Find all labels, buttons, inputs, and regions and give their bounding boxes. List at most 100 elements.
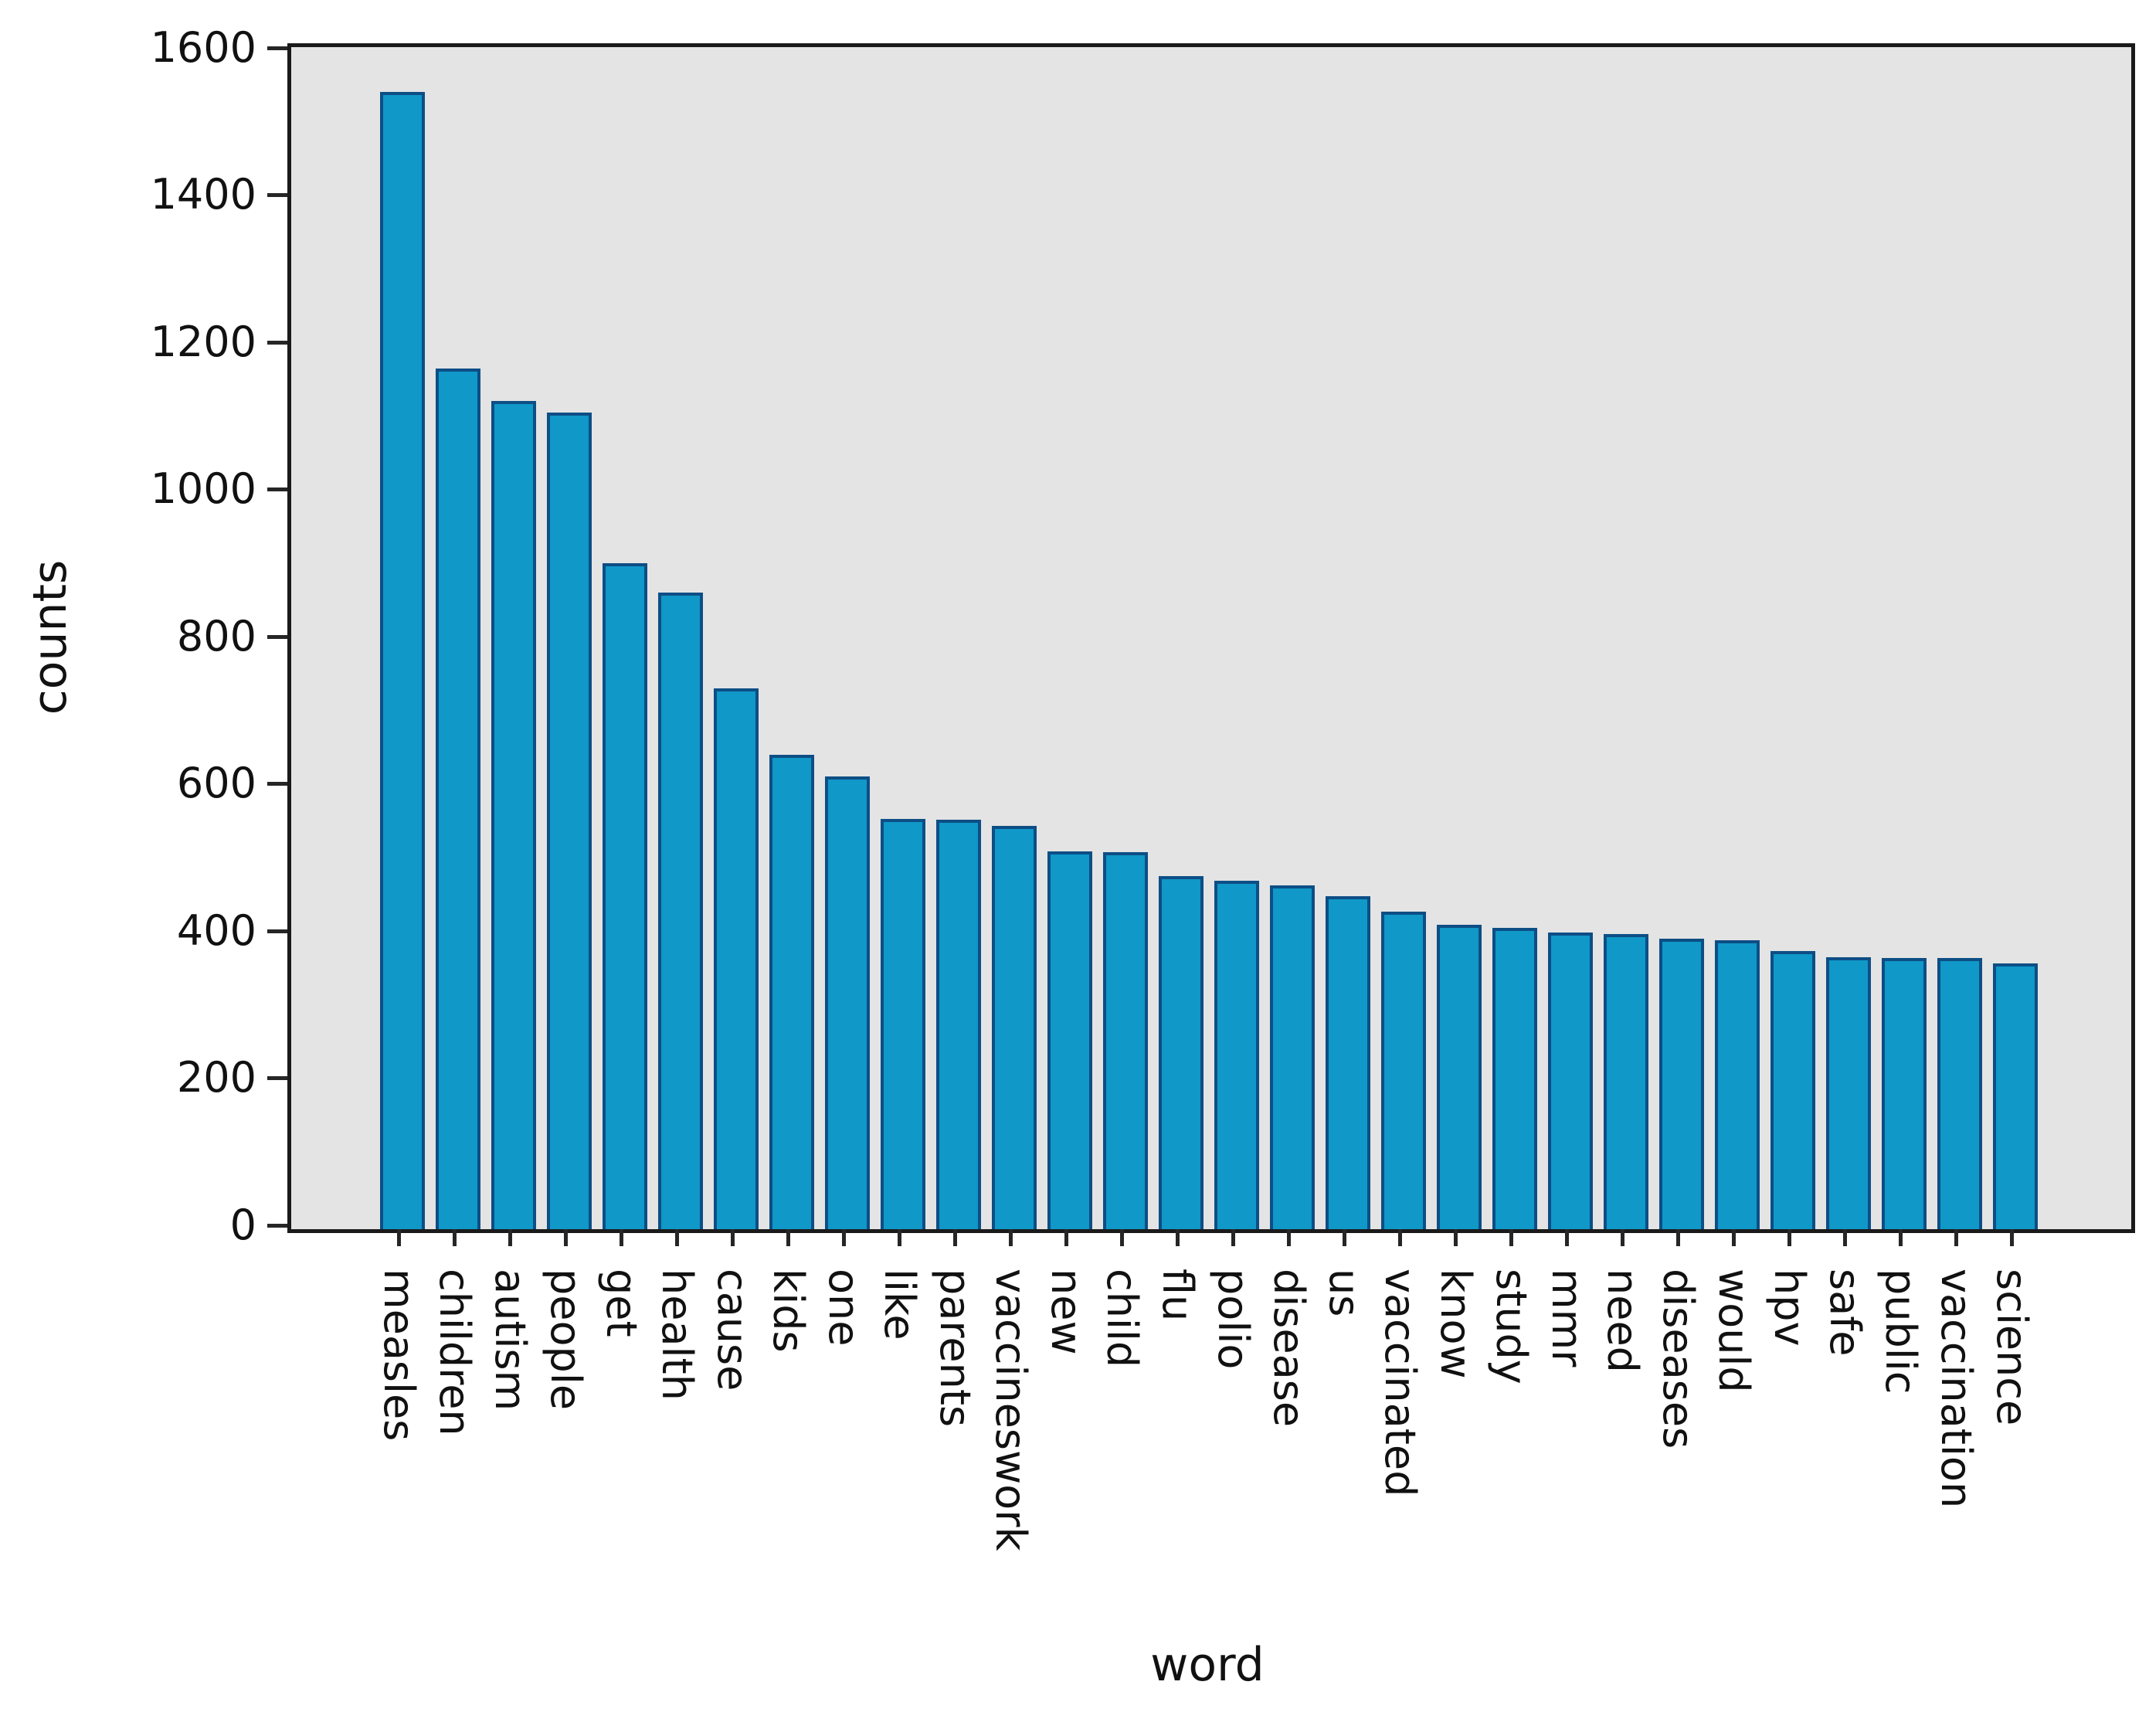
x-tick-label-cause: cause	[708, 1269, 757, 1391]
bar-flu	[1159, 876, 1204, 1229]
x-tick-vaccination	[1954, 1229, 1958, 1246]
bar-would	[1715, 940, 1760, 1229]
x-tick-label-children: children	[430, 1269, 479, 1436]
x-tick-label-measles: measles	[375, 1269, 423, 1442]
x-tick-study	[1509, 1229, 1513, 1246]
bar-one	[825, 776, 870, 1229]
y-tick-label-400: 400	[176, 906, 256, 955]
x-tick-vaccinated	[1398, 1229, 1402, 1246]
bar-mmr	[1548, 933, 1593, 1229]
plot-area	[287, 43, 2135, 1233]
bar-get	[603, 563, 647, 1229]
bar-know	[1437, 925, 1482, 1229]
y-tick-1600	[267, 46, 287, 50]
y-tick-label-200: 200	[176, 1053, 256, 1102]
x-tick-hpv	[1787, 1229, 1791, 1246]
x-tick-label-would: would	[1709, 1269, 1758, 1393]
x-tick-science	[2010, 1229, 2014, 1246]
bar-kids	[769, 755, 814, 1229]
y-tick-400	[267, 929, 287, 933]
bar-people	[547, 413, 592, 1229]
bar-autism	[491, 401, 536, 1229]
x-tick-get	[620, 1229, 623, 1246]
x-tick-label-vaccinated: vaccinated	[1376, 1269, 1424, 1497]
x-tick-label-study: study	[1487, 1269, 1536, 1384]
x-tick-diseases	[1676, 1229, 1680, 1246]
x-tick-measles	[397, 1229, 401, 1246]
x-axis-label: word	[1053, 1638, 1362, 1692]
x-tick-autism	[508, 1229, 512, 1246]
x-tick-polio	[1231, 1229, 1235, 1246]
bar-measles	[380, 92, 425, 1229]
x-tick-label-vaccineswork: vaccineswork	[986, 1269, 1035, 1551]
x-tick-label-hpv: hpv	[1765, 1269, 1814, 1347]
x-tick-like	[898, 1229, 901, 1246]
x-tick-disease	[1287, 1229, 1291, 1246]
x-tick-label-one: one	[820, 1269, 868, 1347]
y-tick-label-1000: 1000	[150, 464, 256, 513]
bar-vaccination	[1937, 958, 1982, 1229]
bar-study	[1492, 928, 1537, 1229]
x-tick-label-flu: flu	[1153, 1269, 1202, 1322]
x-tick-flu	[1176, 1229, 1180, 1246]
x-tick-label-mmr: mmr	[1543, 1269, 1591, 1367]
x-tick-people	[564, 1229, 568, 1246]
x-tick-label-kids: kids	[764, 1269, 813, 1353]
bar-vaccineswork	[992, 826, 1037, 1229]
y-tick-1200	[267, 341, 287, 345]
x-tick-label-child: child	[1098, 1269, 1146, 1368]
x-tick-label-parents: parents	[931, 1269, 979, 1428]
bar-polio	[1214, 881, 1259, 1229]
y-tick-label-0: 0	[229, 1201, 256, 1249]
x-tick-would	[1732, 1229, 1736, 1246]
x-tick-child	[1120, 1229, 1124, 1246]
x-tick-mmr	[1565, 1229, 1569, 1246]
x-tick-need	[1621, 1229, 1624, 1246]
x-tick-label-science: science	[1988, 1269, 2036, 1426]
bar-vaccinated	[1381, 912, 1426, 1229]
y-tick-label-600: 600	[176, 759, 256, 807]
x-tick-label-need: need	[1598, 1269, 1647, 1373]
x-tick-safe	[1843, 1229, 1847, 1246]
y-tick-1000	[267, 488, 287, 491]
bar-parents	[936, 820, 981, 1229]
bar-science	[1993, 963, 2038, 1229]
x-tick-parents	[953, 1229, 957, 1246]
bar-hpv	[1770, 951, 1815, 1229]
x-tick-label-get: get	[597, 1269, 646, 1337]
bar-diseases	[1659, 939, 1704, 1229]
x-axis-label-text: word	[1150, 1638, 1265, 1692]
x-tick-label-disease: disease	[1265, 1269, 1313, 1428]
x-tick-label-vaccination: vaccination	[1932, 1269, 1981, 1509]
x-tick-label-like: like	[875, 1269, 924, 1340]
y-tick-800	[267, 635, 287, 639]
bar-us	[1326, 896, 1370, 1229]
x-tick-label-diseases: diseases	[1654, 1269, 1703, 1449]
x-tick-label-health: health	[653, 1269, 701, 1401]
x-tick-label-know: know	[1431, 1269, 1480, 1379]
y-tick-label-1400: 1400	[150, 170, 256, 219]
bar-health	[658, 593, 703, 1229]
bar-new	[1047, 851, 1092, 1229]
bar-disease	[1270, 885, 1315, 1229]
x-tick-label-public: public	[1876, 1269, 1925, 1395]
x-tick-label-safe: safe	[1821, 1269, 1869, 1357]
bar-safe	[1826, 957, 1871, 1229]
bar-need	[1604, 934, 1648, 1229]
bar-cause	[714, 688, 759, 1229]
y-tick-0	[267, 1224, 287, 1228]
x-tick-children	[453, 1229, 457, 1246]
x-tick-label-new: new	[1042, 1269, 1091, 1355]
x-tick-vaccineswork	[1009, 1229, 1013, 1246]
y-tick-label-1200: 1200	[150, 318, 256, 366]
y-tick-label-800: 800	[176, 612, 256, 661]
x-tick-cause	[731, 1229, 735, 1246]
y-tick-label-1600: 1600	[150, 23, 256, 72]
x-tick-know	[1454, 1229, 1458, 1246]
x-tick-label-people: people	[541, 1269, 590, 1411]
y-tick-600	[267, 782, 287, 786]
x-tick-label-autism: autism	[486, 1269, 535, 1412]
x-tick-public	[1899, 1229, 1903, 1246]
x-tick-health	[675, 1229, 679, 1246]
